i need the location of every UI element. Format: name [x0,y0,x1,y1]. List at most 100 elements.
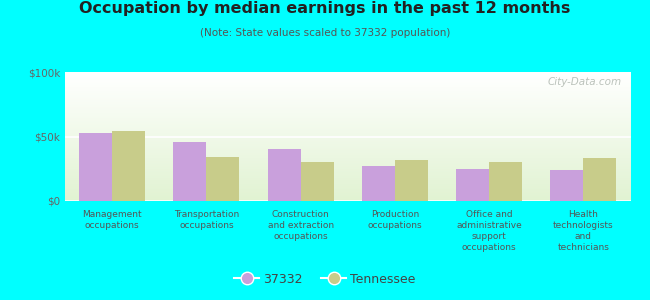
Bar [65,182,630,183]
Bar [65,107,630,108]
Bar [65,171,630,172]
Bar [65,164,630,165]
Bar [65,106,630,107]
Bar [65,82,630,83]
Bar [65,163,630,164]
Bar [65,99,630,100]
Bar [65,155,630,156]
Bar [65,172,630,173]
Bar [65,111,630,112]
Bar [65,152,630,153]
Bar [65,132,630,133]
Bar [65,193,630,194]
Bar [65,84,630,85]
Bar [65,160,630,161]
Bar [65,110,630,111]
Bar [65,100,630,101]
Bar [584,158,616,201]
Bar [65,112,630,113]
Bar [395,160,428,201]
Bar [65,74,630,75]
Bar [489,162,522,201]
Bar [65,101,630,102]
Bar [65,167,630,168]
Bar [65,165,630,166]
Bar [65,129,630,130]
Bar [65,146,630,147]
Bar [65,141,630,142]
Bar [65,93,630,94]
Bar [65,131,630,132]
Bar [65,122,630,123]
Bar [65,115,630,116]
Bar [65,178,630,179]
Bar [65,137,630,138]
Bar [65,173,630,174]
Bar [65,126,630,127]
Bar [65,170,630,171]
Bar [65,73,630,74]
Bar [65,161,630,162]
Bar [65,136,630,137]
Bar [362,166,395,201]
Bar [65,142,630,143]
Bar [65,181,630,182]
Text: City-Data.com: City-Data.com [548,77,622,87]
Bar [65,196,630,197]
Bar [65,190,630,191]
Bar [65,151,630,152]
Bar [65,128,630,129]
Bar [65,150,630,151]
Bar [65,180,630,181]
Bar [65,108,630,109]
Bar [65,105,630,106]
Bar [174,142,207,201]
Bar [65,77,630,78]
Bar [65,160,630,161]
Bar [65,159,630,160]
Bar [65,90,630,91]
Bar [65,143,630,144]
Bar [65,97,630,98]
Bar [65,89,630,90]
Text: Health
technologists
and
technicians: Health technologists and technicians [553,210,614,252]
Bar [65,183,630,184]
Bar [65,198,630,199]
Bar [65,114,630,115]
Bar [65,79,630,80]
Bar [65,192,630,193]
Bar [65,187,630,188]
Bar [65,130,630,131]
Bar [207,157,239,201]
Bar [65,88,630,89]
Bar [65,197,630,198]
Bar [65,179,630,180]
Bar [65,118,630,119]
Bar [65,168,630,169]
Text: Production
occupations: Production occupations [367,210,422,230]
Bar [65,166,630,167]
Bar [65,83,630,84]
Bar [65,92,630,93]
Text: Occupation by median earnings in the past 12 months: Occupation by median earnings in the pas… [79,2,571,16]
Bar [65,80,630,81]
Legend: 37332, Tennessee: 37332, Tennessee [229,268,421,291]
Bar [65,191,630,192]
Bar [65,134,630,135]
Text: Construction
and extraction
occupations: Construction and extraction occupations [268,210,333,241]
Bar [65,147,630,148]
Bar [65,75,630,76]
Bar [65,138,630,139]
Bar [65,153,630,154]
Bar [65,81,630,82]
Bar [65,189,630,190]
Bar [65,188,630,189]
Bar [65,162,630,163]
Bar [65,95,630,96]
Bar [65,199,630,200]
Text: (Note: State values scaled to 37332 population): (Note: State values scaled to 37332 popu… [200,28,450,38]
Bar [65,72,630,73]
Bar [65,157,630,158]
Text: Transportation
occupations: Transportation occupations [174,210,239,230]
Bar [65,123,630,124]
